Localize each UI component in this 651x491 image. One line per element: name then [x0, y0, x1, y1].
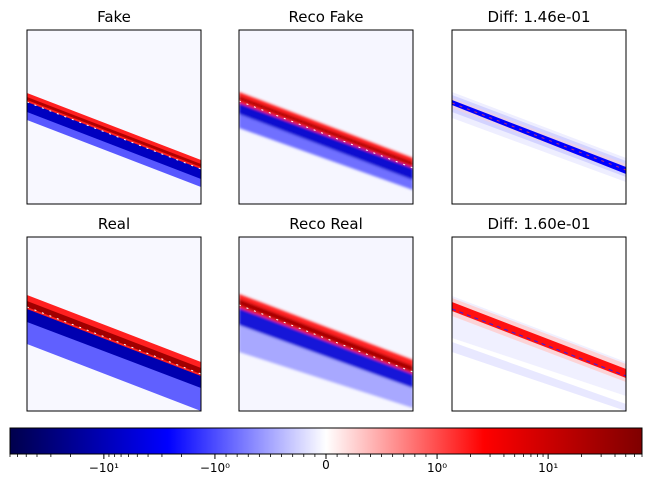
dark-blue-core	[239, 306, 413, 388]
dark-red-core	[239, 96, 413, 166]
panel-title: Diff: 1.46e-01	[487, 8, 590, 26]
colorbar-minor-ticks	[9, 454, 643, 457]
heatmap-diff-real	[452, 237, 626, 411]
colorbar-major-ticks	[103, 454, 549, 459]
panel-title: Reco Real	[289, 215, 363, 233]
colorbar-tick-labels: −10¹ −10⁰ 0 10⁰ 10¹	[89, 458, 559, 475]
dark-blue-core	[27, 307, 201, 388]
dark-red-core	[27, 301, 201, 374]
panel-diff-fake: Diff: 1.46e-01	[451, 8, 627, 205]
panel-title: Diff: 1.60e-01	[487, 215, 590, 233]
colorbar-tick-label: 10⁰	[427, 461, 447, 475]
dark-red-core	[27, 97, 201, 167]
dark-blue-core	[239, 101, 413, 180]
dark-red-core	[239, 299, 413, 372]
heatmap-fake	[27, 30, 201, 204]
panel-fake: Fake	[26, 8, 202, 205]
panel-title: Real	[98, 215, 130, 233]
colorbar-tick-label: 10¹	[538, 461, 558, 475]
panel-frame	[26, 236, 202, 412]
colorbar-tick-label: −10¹	[89, 461, 119, 475]
colorbar-tick-label: −10⁰	[200, 461, 230, 475]
colorbar-gradient	[10, 428, 642, 454]
panel-real: Real	[26, 215, 202, 412]
panel-diff-real: Diff: 1.60e-01	[451, 215, 627, 412]
panel-title: Reco Fake	[289, 8, 364, 26]
colorbar-tick-label: 0	[322, 458, 330, 472]
dark-blue-core	[27, 101, 201, 179]
panel-frame	[451, 236, 627, 412]
panel-reco-fake: Reco Fake	[238, 8, 414, 205]
panel-frame	[26, 29, 202, 205]
panel-frame	[238, 236, 414, 412]
heatmap-diff-fake	[452, 30, 626, 204]
panel-title: Fake	[97, 8, 131, 26]
panel-frame	[451, 29, 627, 205]
heatmap-real	[27, 237, 201, 411]
panel-reco-real: Reco Real	[238, 215, 414, 412]
negative-diff-line	[452, 100, 626, 174]
heatmap-reco-fake	[239, 30, 413, 204]
panel-frame	[238, 29, 414, 205]
colorbar: −10¹ −10⁰ 0 10⁰ 10¹	[9, 427, 643, 475]
heatmap-reco-real	[239, 237, 413, 411]
